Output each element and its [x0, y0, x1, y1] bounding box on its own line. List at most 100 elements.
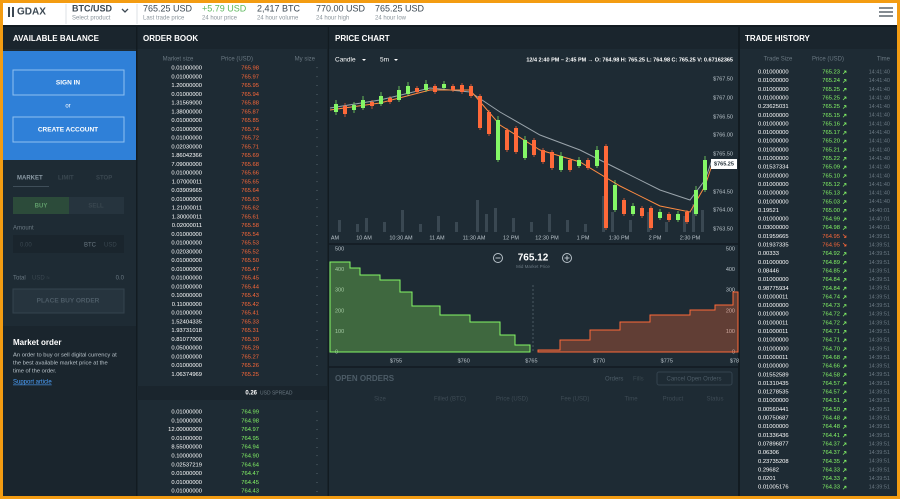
stat-label: 24 hour volume	[257, 16, 299, 22]
trade-time: 14:39:51	[869, 277, 890, 283]
trade-size: 0.01000000	[758, 95, 789, 101]
trade-time: 14:40:01	[869, 208, 890, 214]
chart-style[interactable]: Candle	[335, 57, 356, 64]
create-account-label[interactable]: CREATE ACCOUNT	[38, 127, 98, 134]
trade-arrow	[842, 139, 847, 144]
order-price: 765.97	[241, 74, 259, 80]
chevron[interactable]	[121, 8, 129, 13]
my-size: -	[316, 249, 318, 255]
trade-size: 0.01000000	[758, 338, 789, 344]
tab[interactable]: STOP	[96, 176, 112, 182]
create-account-button[interactable]	[12, 116, 125, 143]
order-price: 765.63	[241, 197, 259, 203]
sign-in-label[interactable]: SIGN IN	[56, 80, 81, 87]
trade-price: 764.33	[822, 476, 840, 482]
product-hint[interactable]: Select product	[72, 16, 111, 22]
trade-size: 0.01000000	[758, 260, 789, 266]
order-price: 765.65	[241, 179, 259, 185]
trade-arrow	[842, 70, 847, 75]
trade-arrow	[842, 157, 847, 161]
order-size: 0.01000000	[171, 267, 202, 273]
zoom-in[interactable]	[562, 253, 572, 263]
trade-arrow	[842, 321, 847, 326]
zoom-in-icon[interactable]	[564, 255, 570, 261]
trade-arrow	[842, 347, 847, 352]
my-size: -	[316, 162, 318, 168]
trade-arrow	[842, 269, 847, 274]
order-size: 0.01000000	[171, 436, 202, 442]
buy-label[interactable]: BUY	[35, 204, 48, 210]
x-axis-label: 2 PM	[649, 235, 662, 241]
chart-interval[interactable]: 5m	[380, 57, 389, 64]
amount-input[interactable]	[13, 235, 124, 253]
my-size: -	[316, 427, 318, 433]
order-size: 1.07000011	[172, 179, 202, 185]
trade-size: 0.00750687	[758, 416, 789, 422]
buy-button[interactable]	[13, 197, 69, 214]
trade-price: 764.57	[822, 381, 840, 387]
tab[interactable]: Orders	[605, 377, 623, 383]
my-size: -	[316, 109, 318, 115]
cancel-button[interactable]	[656, 371, 733, 386]
stat-value: +5.79 USD	[202, 3, 247, 13]
trade-arrow	[842, 122, 847, 127]
trade-time: 14:41:40	[869, 199, 890, 205]
depth-x-label: $765	[525, 358, 537, 364]
my-size: -	[316, 276, 318, 282]
y-axis-label: $764.50	[713, 189, 733, 195]
trade-price: 765.12	[822, 182, 840, 188]
unit[interactable]: BTC	[84, 243, 97, 249]
trade-arrow	[842, 183, 847, 187]
my-size: -	[316, 284, 318, 290]
order-size: 0.02537219	[171, 462, 202, 468]
my-size: -	[316, 144, 318, 150]
y-axis-label: $767.50	[713, 76, 733, 82]
product[interactable]: BTC/USD	[72, 3, 112, 13]
tab[interactable]: MARKET	[17, 176, 43, 182]
order-price: 765.45	[241, 276, 259, 282]
place-order-button[interactable]	[12, 288, 125, 314]
trade-time: 14:39:51	[869, 251, 890, 257]
trade-price: 765.25	[822, 95, 840, 101]
order-price: 765.54	[241, 232, 260, 238]
dropdown[interactable]	[394, 59, 398, 61]
trade-size: 0.01000000	[758, 156, 789, 162]
top-bar	[3, 3, 897, 25]
zoom-out[interactable]	[493, 253, 503, 263]
trade-arrow	[842, 260, 847, 265]
trade-arrow	[842, 390, 847, 395]
panel-header	[137, 27, 327, 49]
trade-arrow	[842, 468, 847, 473]
unit[interactable]: USD	[104, 243, 117, 249]
place-order-label[interactable]: PLACE BUY ORDER	[37, 298, 100, 305]
order-size: 0.10000000	[171, 293, 202, 299]
trade-arrow	[842, 364, 847, 369]
trade-time: 14:39:51	[869, 415, 890, 421]
my-size: -	[316, 418, 318, 424]
order-price: 765.26	[241, 363, 259, 369]
dropdown[interactable]	[362, 59, 366, 61]
trade-price: 764.99	[822, 217, 840, 223]
sell-label[interactable]: SELL	[88, 204, 104, 210]
sign-in-button[interactable]	[12, 69, 125, 96]
trade-arrow	[842, 485, 847, 490]
trade-time: 14:39:51	[869, 459, 890, 465]
trade-price: 764.98	[822, 225, 840, 231]
depth-x-label: $78	[730, 358, 739, 364]
support-link[interactable]: Support article	[13, 380, 52, 386]
order-price: 765.88	[241, 101, 259, 107]
trade-price: 765.16	[822, 121, 840, 127]
menu-icon[interactable]	[879, 7, 893, 17]
bid-depth	[329, 261, 531, 353]
trade-price: 765.17	[822, 130, 840, 136]
cancel-label[interactable]: Cancel Open Orders	[666, 377, 721, 383]
tab[interactable]: LIMIT	[58, 176, 74, 182]
trade-price: 764.66	[822, 364, 840, 370]
tab[interactable]: Fills	[633, 377, 644, 383]
stat-value: 765.25 USD	[375, 3, 425, 13]
trade-price: 764.41	[822, 433, 840, 439]
order-price: 765.64	[241, 188, 260, 194]
amount-value[interactable]: 0.00	[20, 243, 32, 249]
sell-button[interactable]	[69, 197, 124, 214]
trade-price: 764.72	[822, 312, 840, 318]
